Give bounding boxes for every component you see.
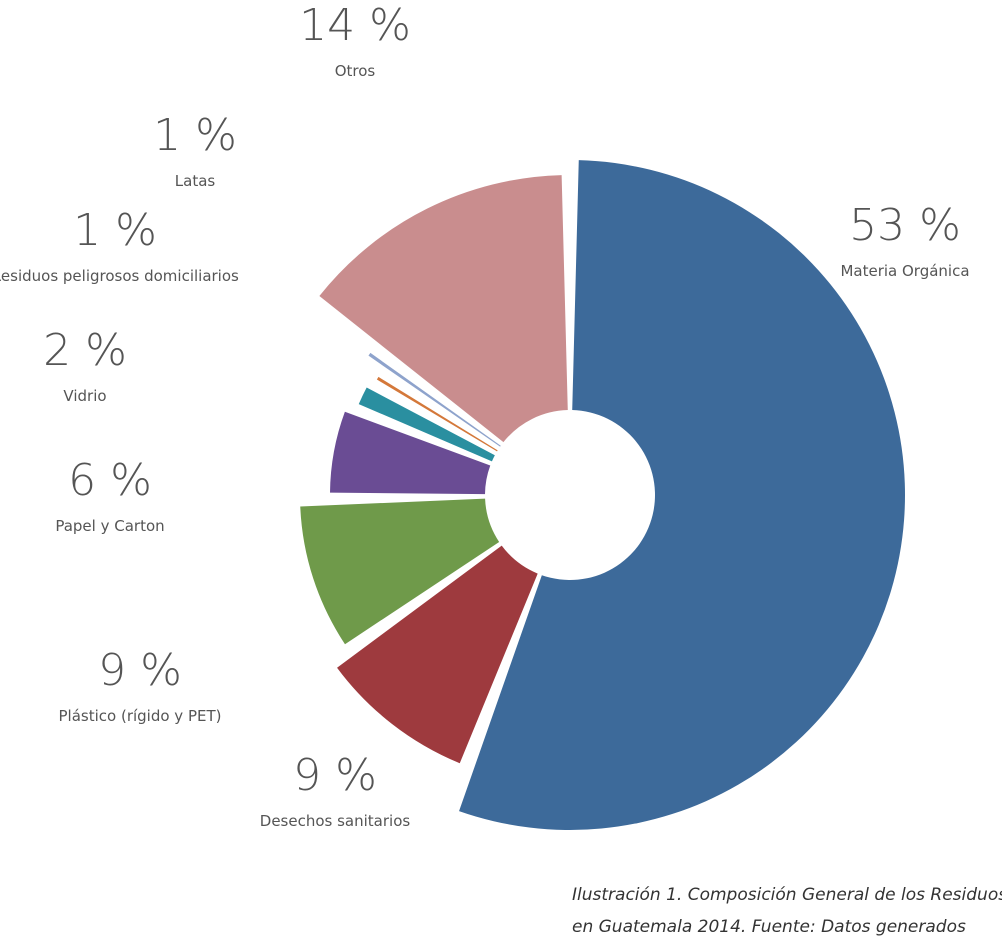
category-label: Residuos peligrosos domiciliarios (0, 267, 239, 285)
value-label: 1 % (153, 110, 237, 161)
slice (330, 411, 491, 495)
value-label: 9 % (293, 750, 377, 801)
value-label: 2 % (43, 325, 127, 376)
slice (319, 175, 568, 443)
slice (459, 160, 906, 830)
slice (358, 387, 495, 462)
category-label: Vidrio (63, 387, 106, 405)
value-label: 1 % (73, 205, 157, 256)
category-label: Plástico (rígido y PET) (59, 707, 222, 725)
value-label: 9 % (98, 645, 182, 696)
category-label: Otros (335, 62, 376, 80)
slice (337, 545, 538, 764)
category-label: Latas (175, 172, 216, 190)
category-label: Papel y Carton (55, 517, 164, 535)
slice (300, 498, 500, 645)
category-label: Desechos sanitarios (260, 812, 411, 830)
caption: en Guatemala 2014. Fuente: Datos generad… (572, 917, 966, 937)
value-label: 14 % (299, 0, 411, 51)
caption: Ilustración 1. Composición General de lo… (572, 885, 1002, 905)
category-label: Materia Orgánica (840, 262, 969, 280)
slice (376, 376, 498, 452)
value-label: 6 % (68, 455, 152, 506)
value-label: 53 % (849, 200, 961, 251)
slice (368, 352, 501, 447)
